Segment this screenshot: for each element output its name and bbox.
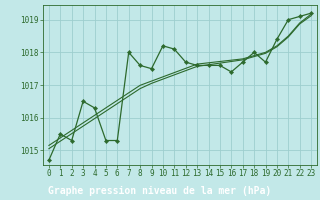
Text: Graphe pression niveau de la mer (hPa): Graphe pression niveau de la mer (hPa): [48, 186, 272, 196]
